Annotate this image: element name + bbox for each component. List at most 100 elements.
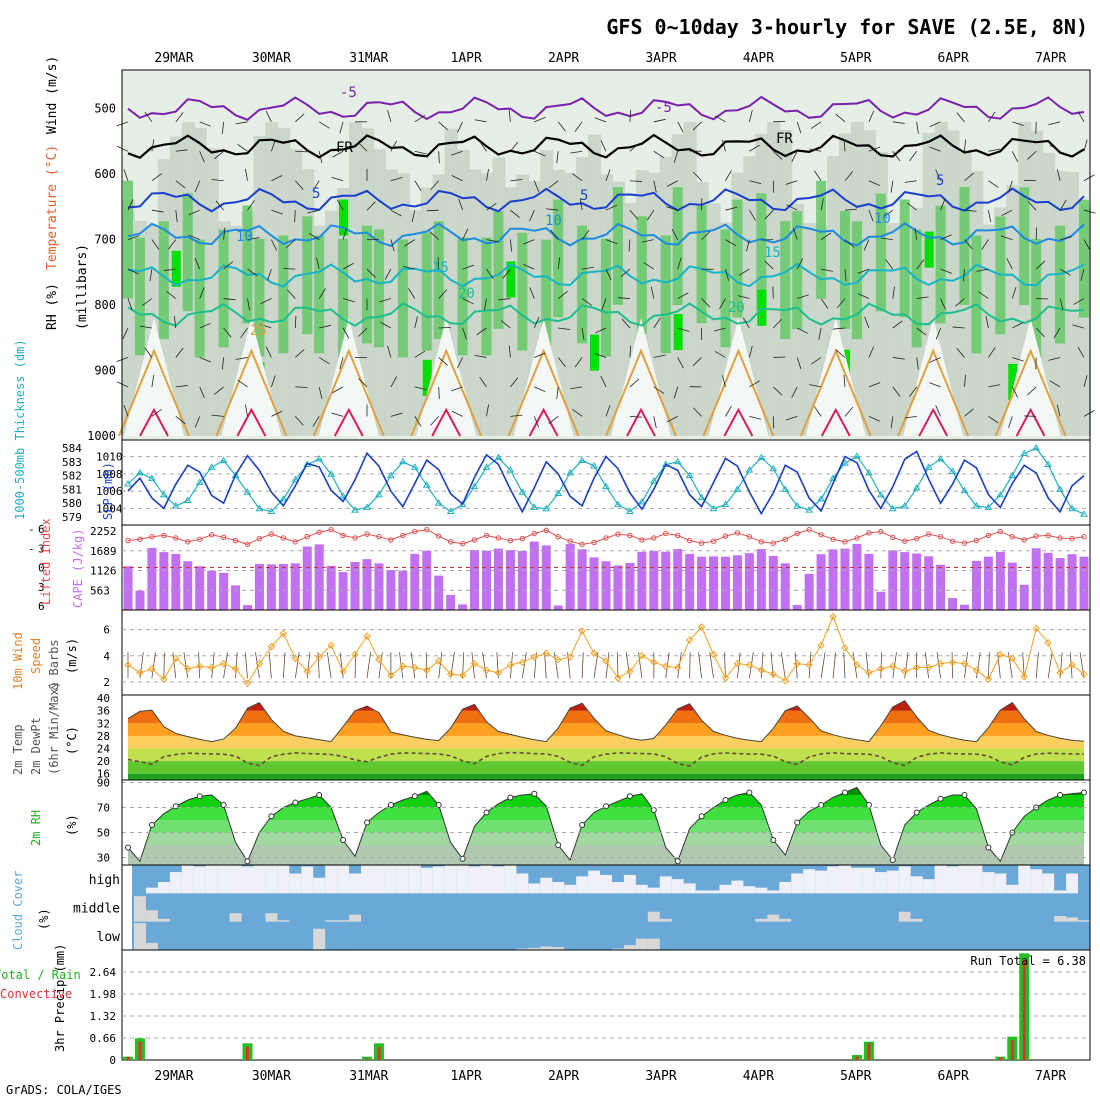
cape-bar	[697, 556, 707, 610]
wind-barb	[988, 347, 996, 358]
wind-barb	[151, 408, 162, 417]
wind-barb	[892, 286, 895, 299]
surface-wind-barb	[378, 652, 383, 679]
thickness-marker	[351, 506, 359, 513]
cloud-high-bar	[480, 865, 493, 894]
wind-speed-marker	[315, 653, 323, 661]
wind-barb	[318, 151, 323, 164]
cape-bar	[983, 556, 993, 610]
wind-speed-marker	[327, 641, 335, 650]
rh-green-blob	[672, 187, 683, 305]
wind-barb	[985, 316, 989, 329]
rh-marker	[292, 799, 299, 806]
thickness-marker	[327, 470, 336, 477]
cloud-low-bar	[623, 945, 636, 950]
wind-speed-marker	[614, 674, 622, 682]
li-marker	[830, 536, 836, 542]
rh-mid-column	[886, 223, 900, 436]
wind-barb	[336, 199, 344, 211]
cloud-high-bar	[600, 874, 612, 894]
surface-wind-barb	[698, 652, 702, 679]
wind-barb	[906, 202, 917, 211]
wind-barb	[510, 377, 519, 388]
thickness-marker	[685, 471, 694, 479]
wind-barb	[964, 239, 973, 250]
surface-wind-barb	[808, 652, 812, 679]
cape-bar	[685, 553, 695, 610]
thickness-marker	[148, 474, 156, 481]
wind-barb	[265, 346, 272, 358]
wind-barb	[245, 168, 248, 181]
wind-barb	[605, 239, 618, 245]
cape-bar	[243, 605, 252, 610]
cloud-middle-bar	[1066, 917, 1079, 922]
wind-barb	[814, 170, 822, 181]
pressure-tick-label: 900	[94, 364, 116, 378]
cloud-high-bar	[157, 882, 170, 894]
li-marker	[758, 539, 765, 545]
wind-barb	[414, 180, 422, 192]
thickness-marker	[1044, 460, 1053, 468]
wind-speed-marker	[984, 675, 993, 684]
wind-barb	[653, 150, 665, 159]
cloud-low-bar	[528, 947, 541, 950]
cloud-low-bar	[516, 948, 529, 950]
wind-barb	[629, 180, 642, 182]
wind-ylabel-3: & Barbs	[47, 639, 61, 690]
wind-barb	[271, 375, 276, 388]
li-marker	[770, 540, 776, 546]
chart-title: GFS 0~10day 3-hourly for SAVE (2.5E, 8N)	[606, 15, 1088, 39]
wind-barb	[892, 357, 905, 360]
wind-barb	[123, 404, 129, 417]
wind-barb	[892, 320, 903, 329]
wind-barb	[844, 208, 857, 211]
thickness-tick-label: 582	[62, 470, 82, 483]
isotherm-25-peak	[897, 348, 970, 437]
rh-green-blob	[278, 235, 289, 354]
li-marker	[268, 531, 275, 537]
footer-credit: GrADS: COLA/IGES	[6, 1083, 122, 1097]
wind-barb	[929, 357, 941, 363]
x-tick-label-top: 29MAR	[154, 51, 193, 66]
wind-barb	[820, 232, 832, 240]
wind-barb	[964, 139, 966, 152]
wind-barb	[892, 121, 905, 124]
rh-marker	[865, 802, 872, 808]
wind-barb	[570, 150, 583, 154]
rh-mid-column	[289, 148, 303, 436]
li-marker	[1021, 537, 1027, 543]
rh-marker	[507, 794, 514, 801]
wind-barb	[677, 292, 689, 299]
wind-barb	[749, 209, 756, 221]
rh-mid-column	[803, 222, 817, 436]
cape-bar	[254, 564, 264, 610]
wind-barb	[629, 345, 632, 358]
wind-barb	[935, 327, 941, 340]
wind-barb	[211, 179, 224, 182]
wind-speed-marker	[411, 663, 419, 672]
wind-barb	[533, 416, 540, 428]
thickness-marker	[255, 504, 264, 512]
x-tick-label-top: 3APR	[645, 51, 676, 66]
wind-barb	[677, 357, 684, 369]
cloud-high-bar	[540, 877, 553, 894]
wind-barb	[247, 237, 260, 241]
rh-bright-blob	[339, 199, 349, 236]
li-marker	[1033, 533, 1039, 539]
isotherm-25-peak	[312, 348, 385, 437]
isotherm-line	[127, 95, 1085, 121]
cape-bar	[756, 548, 766, 610]
wind-barb	[1027, 150, 1037, 160]
wind-barb	[582, 266, 595, 270]
cloud-middle-bar	[779, 918, 792, 922]
temp-band	[128, 761, 1084, 774]
wind-barb	[677, 257, 682, 270]
li-marker	[710, 538, 717, 544]
x-tick-label-top: 7APR	[1035, 51, 1066, 66]
cape-bar	[135, 590, 145, 610]
x-tick-label-top: 1APR	[451, 51, 482, 66]
cloud-high-bar	[934, 865, 947, 894]
li-marker	[220, 534, 227, 541]
wind-barb	[821, 268, 833, 272]
li-marker	[531, 530, 537, 537]
